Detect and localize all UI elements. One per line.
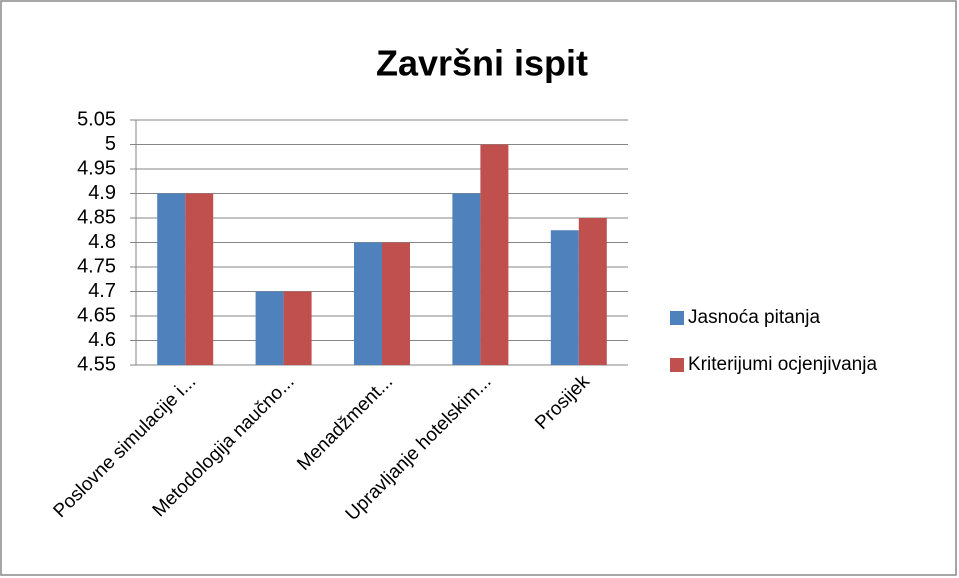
bar (480, 144, 509, 365)
y-tick-label: 5 (105, 133, 116, 155)
legend-swatch (670, 311, 684, 325)
y-tick-label: 4.55 (77, 353, 116, 375)
bar (185, 193, 214, 365)
chart-title: Završni ispit (376, 43, 588, 84)
bar (354, 242, 382, 365)
y-tick-label: 4.65 (77, 304, 116, 326)
bar (382, 242, 410, 365)
y-tick-label: 4.6 (88, 329, 116, 351)
legend-label: Kriterijumi ocjenjivanja (688, 354, 877, 375)
y-tick-label: 4.85 (77, 206, 116, 228)
y-tick-label: 4.95 (77, 157, 116, 179)
legend-label: Jasnoća pitanja (688, 307, 820, 328)
bar (157, 193, 186, 365)
y-tick-label: 4.9 (88, 182, 116, 204)
bar (578, 218, 607, 365)
bar (452, 193, 481, 365)
bar (255, 291, 284, 365)
legend-swatch (670, 358, 684, 372)
bar (550, 230, 579, 365)
y-tick-label: 4.75 (77, 255, 116, 277)
y-tick-label: 4.7 (88, 280, 116, 302)
y-tick-label: 5.05 (77, 108, 116, 130)
y-tick-label: 4.8 (88, 231, 116, 253)
bar (283, 291, 312, 365)
